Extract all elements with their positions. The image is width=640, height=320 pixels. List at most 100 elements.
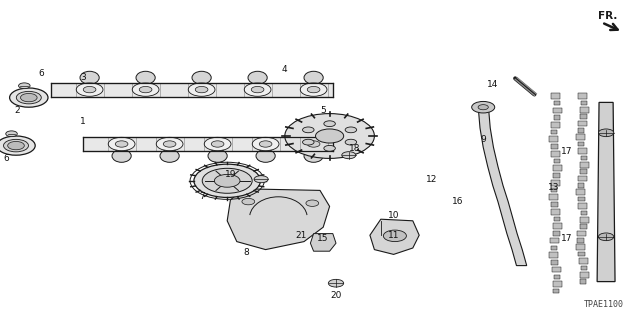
Bar: [577, 238, 584, 243]
Circle shape: [307, 86, 320, 93]
Bar: [551, 122, 560, 128]
Circle shape: [259, 141, 272, 147]
Circle shape: [316, 129, 344, 143]
Circle shape: [244, 83, 271, 96]
Bar: [553, 231, 559, 236]
Circle shape: [342, 152, 356, 159]
Text: 16: 16: [452, 197, 463, 206]
Bar: [576, 134, 585, 140]
Bar: [580, 100, 587, 105]
Bar: [580, 217, 589, 223]
Circle shape: [478, 105, 488, 110]
Bar: [549, 137, 558, 142]
Bar: [552, 260, 558, 265]
Circle shape: [188, 83, 215, 96]
Circle shape: [300, 83, 327, 96]
Circle shape: [383, 230, 406, 242]
Ellipse shape: [80, 71, 99, 84]
Circle shape: [252, 137, 279, 151]
Text: 15: 15: [317, 234, 329, 243]
Bar: [580, 114, 587, 119]
Bar: [553, 281, 562, 287]
Circle shape: [598, 129, 614, 137]
Bar: [554, 159, 560, 163]
Bar: [553, 223, 562, 229]
Bar: [577, 231, 586, 236]
Ellipse shape: [112, 149, 131, 162]
Bar: [580, 162, 589, 168]
Text: 7: 7: [199, 192, 204, 201]
Bar: [553, 165, 562, 171]
Circle shape: [324, 121, 335, 127]
Text: 20: 20: [330, 292, 342, 300]
Bar: [577, 176, 586, 181]
Bar: [551, 144, 557, 149]
Bar: [578, 93, 587, 99]
Circle shape: [8, 141, 24, 150]
Bar: [554, 173, 560, 178]
Circle shape: [472, 101, 495, 113]
Text: FR.: FR.: [598, 11, 618, 21]
Bar: [578, 142, 584, 146]
Circle shape: [254, 176, 268, 183]
Polygon shape: [83, 137, 333, 151]
Text: 21: 21: [295, 231, 307, 240]
Bar: [553, 289, 559, 293]
Bar: [580, 272, 589, 278]
Bar: [549, 252, 558, 258]
Text: 3: 3: [81, 73, 86, 82]
Text: 5: 5: [321, 106, 326, 115]
Circle shape: [156, 137, 183, 151]
Bar: [578, 128, 584, 132]
Text: 12: 12: [426, 175, 438, 184]
Circle shape: [242, 198, 255, 205]
Circle shape: [76, 83, 103, 96]
Circle shape: [285, 114, 374, 158]
Bar: [551, 202, 557, 207]
Circle shape: [324, 145, 335, 151]
Bar: [552, 267, 561, 272]
Bar: [554, 275, 561, 279]
Polygon shape: [51, 83, 333, 97]
Text: 8: 8: [244, 248, 249, 257]
Circle shape: [16, 92, 41, 104]
Bar: [550, 245, 557, 250]
Circle shape: [252, 86, 264, 93]
Text: 6: 6: [39, 69, 44, 78]
Polygon shape: [310, 234, 336, 251]
Bar: [550, 180, 559, 186]
Bar: [552, 209, 561, 214]
Bar: [554, 101, 560, 106]
Polygon shape: [478, 106, 527, 266]
Text: 18: 18: [349, 144, 361, 153]
Bar: [581, 211, 588, 215]
Bar: [578, 121, 587, 126]
Text: 17: 17: [561, 148, 572, 156]
Circle shape: [303, 127, 314, 133]
Ellipse shape: [192, 71, 211, 84]
Bar: [554, 217, 561, 221]
Bar: [553, 108, 562, 113]
Bar: [576, 244, 585, 250]
Bar: [578, 148, 587, 154]
Bar: [580, 107, 589, 113]
Circle shape: [10, 88, 48, 107]
Circle shape: [306, 200, 319, 206]
Circle shape: [328, 279, 344, 287]
Text: 1: 1: [81, 117, 86, 126]
Bar: [580, 279, 586, 284]
Text: TPAE1100: TPAE1100: [584, 300, 624, 309]
Circle shape: [140, 86, 152, 93]
Bar: [578, 183, 584, 188]
Text: 10: 10: [388, 212, 399, 220]
Circle shape: [345, 139, 356, 145]
Polygon shape: [370, 219, 419, 254]
Bar: [551, 151, 560, 157]
Circle shape: [598, 233, 614, 241]
Bar: [554, 116, 560, 120]
Circle shape: [307, 141, 320, 147]
Circle shape: [83, 86, 96, 93]
Circle shape: [6, 131, 17, 137]
Circle shape: [211, 141, 224, 147]
Bar: [576, 189, 585, 195]
